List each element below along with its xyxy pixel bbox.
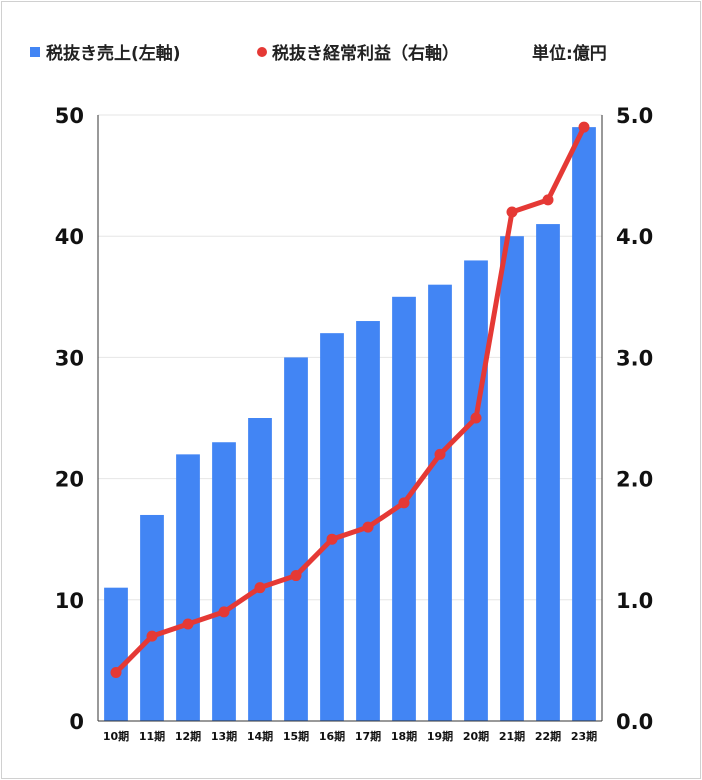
x-tick-label: 18期 <box>391 729 417 743</box>
bar <box>428 284 452 721</box>
bar <box>392 296 416 721</box>
right-tick-label: 3.0 <box>616 346 653 370</box>
x-tick-label: 19期 <box>427 729 453 743</box>
profit-point <box>434 448 446 460</box>
right-tick-label: 4.0 <box>616 225 653 249</box>
left-tick-label: 10 <box>55 589 84 613</box>
x-tick-label: 22期 <box>535 729 561 743</box>
x-tick-label: 13期 <box>211 729 237 743</box>
legend-label-sales: 税抜き売上(左軸) <box>46 43 181 64</box>
bar <box>248 418 272 721</box>
profit-series-line <box>113 124 587 676</box>
profit-point <box>254 582 266 594</box>
profit-point <box>110 667 122 679</box>
profit-point <box>506 206 518 218</box>
left-tick-label: 30 <box>55 346 84 370</box>
bar <box>212 442 236 721</box>
profit-point <box>578 121 590 133</box>
profit-point <box>290 570 302 582</box>
profit-point <box>218 606 230 618</box>
bar <box>320 333 344 721</box>
bars <box>104 127 596 722</box>
x-tick-label: 21期 <box>499 729 525 743</box>
profit-point <box>398 497 410 509</box>
left-tick-label: 40 <box>55 225 84 249</box>
left-tick-label: 50 <box>55 104 84 128</box>
x-tick-label: 12期 <box>175 729 201 743</box>
profit-point <box>542 194 554 206</box>
legend-swatch-sales <box>30 47 40 57</box>
bar <box>500 236 524 721</box>
bar <box>464 260 488 721</box>
x-tick-label: 15期 <box>283 729 309 743</box>
right-tick-label: 5.0 <box>616 104 653 128</box>
x-tick-label: 10期 <box>103 729 129 743</box>
profit-point <box>326 533 338 545</box>
unit-label: 単位:億円 <box>532 43 607 64</box>
x-tick-label: 20期 <box>463 729 489 743</box>
axes: 0 0.0 10 1.0 20 2.0 30 3.0 40 4.0 50 5.0 10期 11期 12期 13… <box>55 104 653 743</box>
profit-point <box>146 630 158 642</box>
profit-point <box>182 618 194 630</box>
bar <box>284 357 308 721</box>
right-tick-label: 2.0 <box>616 468 653 492</box>
x-tick-label: 17期 <box>355 729 381 743</box>
legend: 税抜き売上(左軸) 税抜き経常利益（右軸） 単位:億円 <box>30 43 607 64</box>
left-tick-label: 0 <box>69 710 84 734</box>
x-tick-label: 23期 <box>571 729 597 743</box>
profit-point <box>362 521 374 533</box>
bar <box>176 454 200 721</box>
profit-line <box>110 121 590 679</box>
legend-swatch-profit <box>257 47 267 57</box>
x-tick-label: 11期 <box>139 729 165 743</box>
x-tick-label: 14期 <box>247 729 273 743</box>
bar <box>572 127 596 722</box>
bar <box>536 224 560 721</box>
grid <box>98 114 602 601</box>
bar <box>356 321 380 721</box>
right-tick-label: 0.0 <box>616 710 653 734</box>
x-tick-label: 16期 <box>319 729 345 743</box>
profit-point <box>470 412 482 424</box>
legend-label-profit: 税抜き経常利益（右軸） <box>272 43 459 64</box>
bar <box>104 587 128 721</box>
right-tick-label: 1.0 <box>616 589 653 613</box>
left-tick-label: 20 <box>55 468 84 492</box>
bar <box>140 514 164 721</box>
